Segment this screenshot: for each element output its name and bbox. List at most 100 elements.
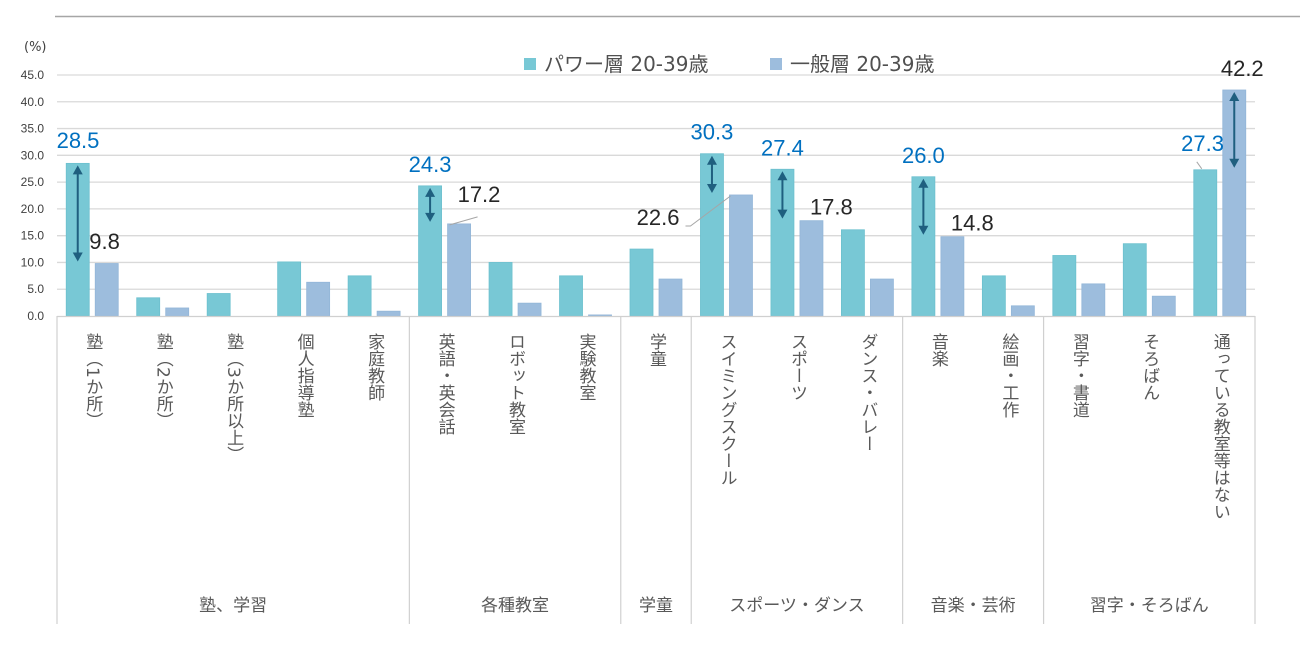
group-label: 各種教室 [481,596,549,616]
bar-general [729,194,753,317]
group-label: 習字・そろばん [1090,596,1209,616]
category-label: ダンス・バレー [857,333,877,452]
data-label: 27.3 [1181,131,1224,156]
group-label: 音楽・芸術 [931,596,1016,616]
category-label: 個人指導塾 [294,333,315,418]
bar-power [841,229,865,317]
category-label: 学童 [646,333,667,367]
y-tick-label: 40.0 [21,95,45,109]
data-label: 30.3 [691,120,734,145]
bar-general [1010,305,1035,317]
arrow-head-up [1229,91,1240,101]
bar-power [629,248,654,317]
bar-general [1081,283,1106,317]
category-label: 絵画・工作 [998,333,1019,418]
bar-general [517,302,542,317]
group-label: 塾、学習 [199,595,267,616]
bar-power [136,297,161,317]
legend-label: パワー層 20-39歳 [544,52,708,76]
data-label: 26.0 [902,143,945,168]
bar-general [447,223,471,317]
bar-general [940,236,965,317]
y-axis-unit: (%) [24,40,47,55]
data-label: 14.8 [951,211,994,236]
bar-power [1052,255,1077,317]
y-tick-label: 25.0 [21,175,45,189]
bar-general [588,314,612,317]
data-label: 9.8 [89,229,120,254]
bar-general [376,310,401,317]
bar-power [277,261,302,317]
bar-general [870,278,894,317]
arrow-head-up [918,178,929,188]
category-label: スイミングスクール [716,333,736,486]
arrow-head-down [777,209,788,219]
category-label: 塾（1か所） [82,332,103,429]
y-tick-label: 10.0 [21,255,45,269]
group-label: 学童 [639,596,673,616]
y-tick-label: 5.0 [27,282,44,296]
y-tick-label: 0.0 [27,309,44,323]
bar-general [658,278,683,317]
group-label: スポーツ・ダンス [729,596,864,616]
arrow-head-down [425,212,436,222]
bar-power [1122,243,1147,317]
y-tick-label: 45.0 [21,68,45,82]
difference-arrows [72,91,1240,262]
gridlines [57,74,1255,290]
y-tick-label: 35.0 [21,122,45,136]
y-tick-label: 20.0 [21,202,45,216]
bar-general [1151,295,1176,317]
bar-general [799,220,824,317]
category-label: そろばん [1139,333,1159,401]
y-tick-label: 15.0 [21,229,45,243]
leader-line [685,195,731,227]
arrow-head-down [1229,158,1240,168]
category-label: 英語・英会話 [435,333,456,435]
bar-general [94,263,119,317]
category-label: 実験教室 [576,333,597,401]
bar-power [488,262,513,317]
category-label: ロボット教室 [505,333,526,435]
category-label: 塾（3か所以上） [223,332,244,463]
category-label: スポーツ [787,333,807,401]
category-label: 家庭教師 [364,333,385,401]
data-label: 22.6 [637,205,680,230]
category-label: 塾（2か所） [153,332,174,429]
data-label: 17.2 [458,182,501,207]
bar-power [981,275,1006,317]
leader-line [1196,161,1203,170]
category-axis: 塾（1か所） 塾（2か所） 塾（3か所以上） 個人指導塾 家庭教師 英語・英会話 ロボット教… [56,315,1256,624]
arrow-head-up [777,171,788,181]
legend-swatch [524,58,536,70]
leader-line [449,216,478,226]
arrow-head-up [706,155,717,165]
category-label: 通っている教室等はない [1210,333,1231,520]
bar-power [1193,169,1218,317]
data-label: 42.2 [1221,56,1264,81]
y-tick-label: 30.0 [21,148,45,162]
y-axis-ticks: 0.0 5.0 10.0 15.0 20.0 25.0 30.0 35.0 40.0 45.0 [21,68,45,323]
bar-general [306,281,331,317]
bars [65,89,1247,317]
arrow-head-down [72,252,83,262]
legend-label: 一般層 20-39歳 [790,52,934,76]
arrow-head-down [918,225,929,235]
legend: パワー層 20-39歳 一般層 20-39歳 [524,52,934,76]
bar-power [347,275,372,317]
data-label: 24.3 [409,152,452,177]
data-label: 28.5 [57,128,100,153]
category-label: 音楽 [928,333,949,367]
leader-lines [449,161,1203,227]
category-label: 習字・書道 [1069,333,1090,418]
data-label: 17.8 [810,195,853,220]
arrow-head-down [706,183,717,193]
bar-power [559,275,583,317]
bar-power [206,293,231,317]
arrow-head-up [425,187,436,197]
legend-swatch [770,58,782,70]
data-label: 27.4 [761,135,804,160]
bar-general [165,307,190,317]
data-labels: 28.5 9.8 24.317.2 30.3 22.6 27.4 17.8 26.0 14.8 2… [57,56,1264,254]
